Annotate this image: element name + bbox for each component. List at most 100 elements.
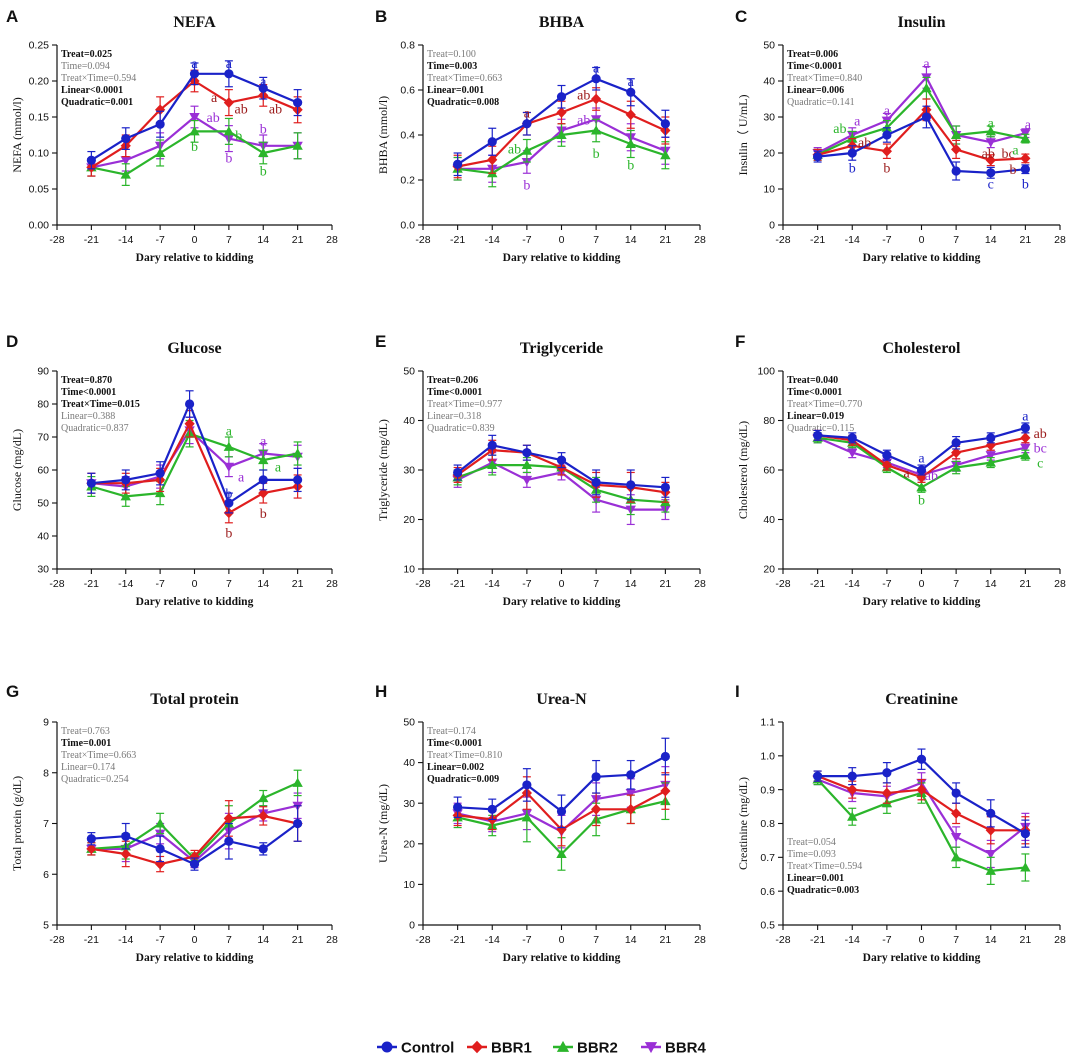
panel-letter: I bbox=[735, 682, 740, 701]
x-tick-label: 28 bbox=[1054, 578, 1066, 590]
data-point bbox=[1020, 153, 1031, 164]
x-tick-label: 0 bbox=[919, 234, 925, 246]
stat-line: Time<0.0001 bbox=[427, 738, 482, 749]
y-tick-label: 0.7 bbox=[760, 852, 775, 864]
y-tick-label: 0.20 bbox=[29, 76, 50, 88]
significance-letter: a bbox=[226, 57, 233, 72]
data-point bbox=[223, 97, 234, 108]
x-axis-label: Dary relative to kidding bbox=[136, 252, 254, 264]
data-point bbox=[1020, 443, 1031, 453]
y-tick-label: 9 bbox=[43, 717, 49, 729]
y-tick-label: 0 bbox=[769, 220, 775, 232]
data-point bbox=[951, 807, 962, 819]
data-point bbox=[985, 138, 996, 148]
data-point bbox=[556, 107, 567, 118]
chart-title: BHBA bbox=[539, 14, 585, 31]
significance-letter: b bbox=[260, 164, 267, 179]
data-point bbox=[189, 851, 200, 862]
data-point bbox=[556, 455, 567, 465]
y-tick-label: 0.00 bbox=[29, 220, 50, 232]
x-tick-label: -21 bbox=[810, 578, 825, 590]
data-point bbox=[155, 119, 165, 129]
data-point bbox=[881, 459, 892, 471]
data-point bbox=[813, 430, 823, 440]
series-control bbox=[86, 60, 303, 170]
stat-line: Time<0.0001 bbox=[427, 387, 482, 398]
x-tick-label: -14 bbox=[485, 934, 500, 946]
data-point bbox=[985, 865, 996, 875]
y-tick-label: 30 bbox=[37, 564, 49, 576]
data-point bbox=[223, 441, 235, 451]
legend-label: BBR1 bbox=[491, 1040, 532, 1057]
data-point bbox=[591, 803, 602, 815]
y-tick-label: 0.2 bbox=[400, 175, 415, 187]
legend-label: BBR4 bbox=[665, 1040, 706, 1057]
significance-letter: a bbox=[211, 91, 218, 106]
data-point bbox=[1020, 432, 1031, 444]
stat-line: Quadratic=0.009 bbox=[427, 774, 499, 785]
data-point bbox=[224, 498, 234, 508]
chart-panel-i: I Creatinine 0.5 0.6 0.7 0.8 0.9 1.0 1.1 -28 -21 -1… bbox=[735, 682, 1066, 964]
stat-line: Treat=0.054 bbox=[787, 837, 836, 848]
y-tick-label: 0.4 bbox=[400, 130, 415, 142]
data-point bbox=[660, 482, 670, 492]
legend: Control BBR1 BBR2 BBR4 bbox=[377, 1040, 706, 1057]
legend-item-bbr1: BBR1 bbox=[467, 1040, 532, 1057]
y-tick-label: 60 bbox=[37, 465, 49, 477]
legend-marker bbox=[381, 1041, 393, 1053]
data-point bbox=[556, 848, 567, 858]
x-tick-label: -28 bbox=[415, 234, 430, 246]
x-tick-label: -14 bbox=[845, 234, 860, 246]
chart-panel-f: F Cholesterol 20 40 60 80 100 -28 -21 -14 -7 0 7 14 21… bbox=[735, 332, 1066, 608]
series-control bbox=[453, 66, 670, 177]
data-point bbox=[916, 784, 927, 796]
x-tick-label: -21 bbox=[810, 234, 825, 246]
x-tick-label: -7 bbox=[882, 234, 891, 246]
significance-letter: ab bbox=[207, 111, 220, 126]
x-axis-label: Dary relative to kidding bbox=[863, 596, 981, 608]
data-point bbox=[625, 789, 636, 799]
chart-panel-g: G Total protein 5 6 7 8 9 -28 -21 -14 -7 0 7 14 21 28 Da… bbox=[6, 682, 338, 964]
x-tick-label: 7 bbox=[953, 934, 959, 946]
stat-line: Quadratic=0.008 bbox=[427, 97, 499, 108]
stat-line: Quadratic=0.115 bbox=[787, 423, 854, 434]
panel-letter: H bbox=[375, 682, 387, 701]
stat-line: Linear=0.001 bbox=[787, 873, 844, 884]
y-tick-label: 0.05 bbox=[29, 184, 50, 196]
x-axis-label: Dary relative to kidding bbox=[503, 596, 621, 608]
x-tick-label: 7 bbox=[226, 934, 232, 946]
significance-letter: ab bbox=[577, 89, 590, 104]
significance-letter: a bbox=[904, 466, 911, 481]
significance-letter: a bbox=[1025, 118, 1032, 133]
stat-line: Treat=0.870 bbox=[61, 375, 112, 386]
data-point bbox=[590, 125, 602, 135]
data-point bbox=[882, 450, 892, 460]
y-axis-label: Total protein (g/dL) bbox=[10, 776, 24, 871]
stat-line: Linear=0.388 bbox=[61, 411, 115, 422]
y-tick-label: 0.9 bbox=[760, 784, 775, 796]
legend-item-bbr2: BBR2 bbox=[553, 1040, 618, 1057]
data-point bbox=[293, 818, 303, 829]
x-tick-label: 14 bbox=[625, 934, 637, 946]
y-axis-label: Cholesterol (mg/dL) bbox=[736, 421, 750, 519]
data-point bbox=[1020, 164, 1030, 174]
significance-letter: b bbox=[191, 140, 198, 155]
data-point bbox=[487, 459, 498, 470]
y-tick-label: 40 bbox=[763, 514, 775, 526]
data-point bbox=[224, 69, 234, 79]
x-tick-label: 14 bbox=[985, 578, 997, 590]
data-point bbox=[813, 152, 823, 162]
data-point bbox=[847, 448, 858, 458]
data-point bbox=[985, 126, 996, 136]
data-point bbox=[521, 158, 533, 168]
data-point bbox=[223, 126, 235, 136]
data-point bbox=[258, 147, 269, 157]
x-axis-label: Dary relative to kidding bbox=[503, 952, 621, 964]
data-point bbox=[625, 803, 636, 815]
significance-letter: b bbox=[225, 151, 232, 166]
stat-line: Treat=0.100 bbox=[427, 49, 476, 60]
data-point bbox=[224, 836, 234, 846]
significance-letter: b bbox=[593, 147, 600, 162]
y-tick-label: 7 bbox=[43, 818, 49, 830]
